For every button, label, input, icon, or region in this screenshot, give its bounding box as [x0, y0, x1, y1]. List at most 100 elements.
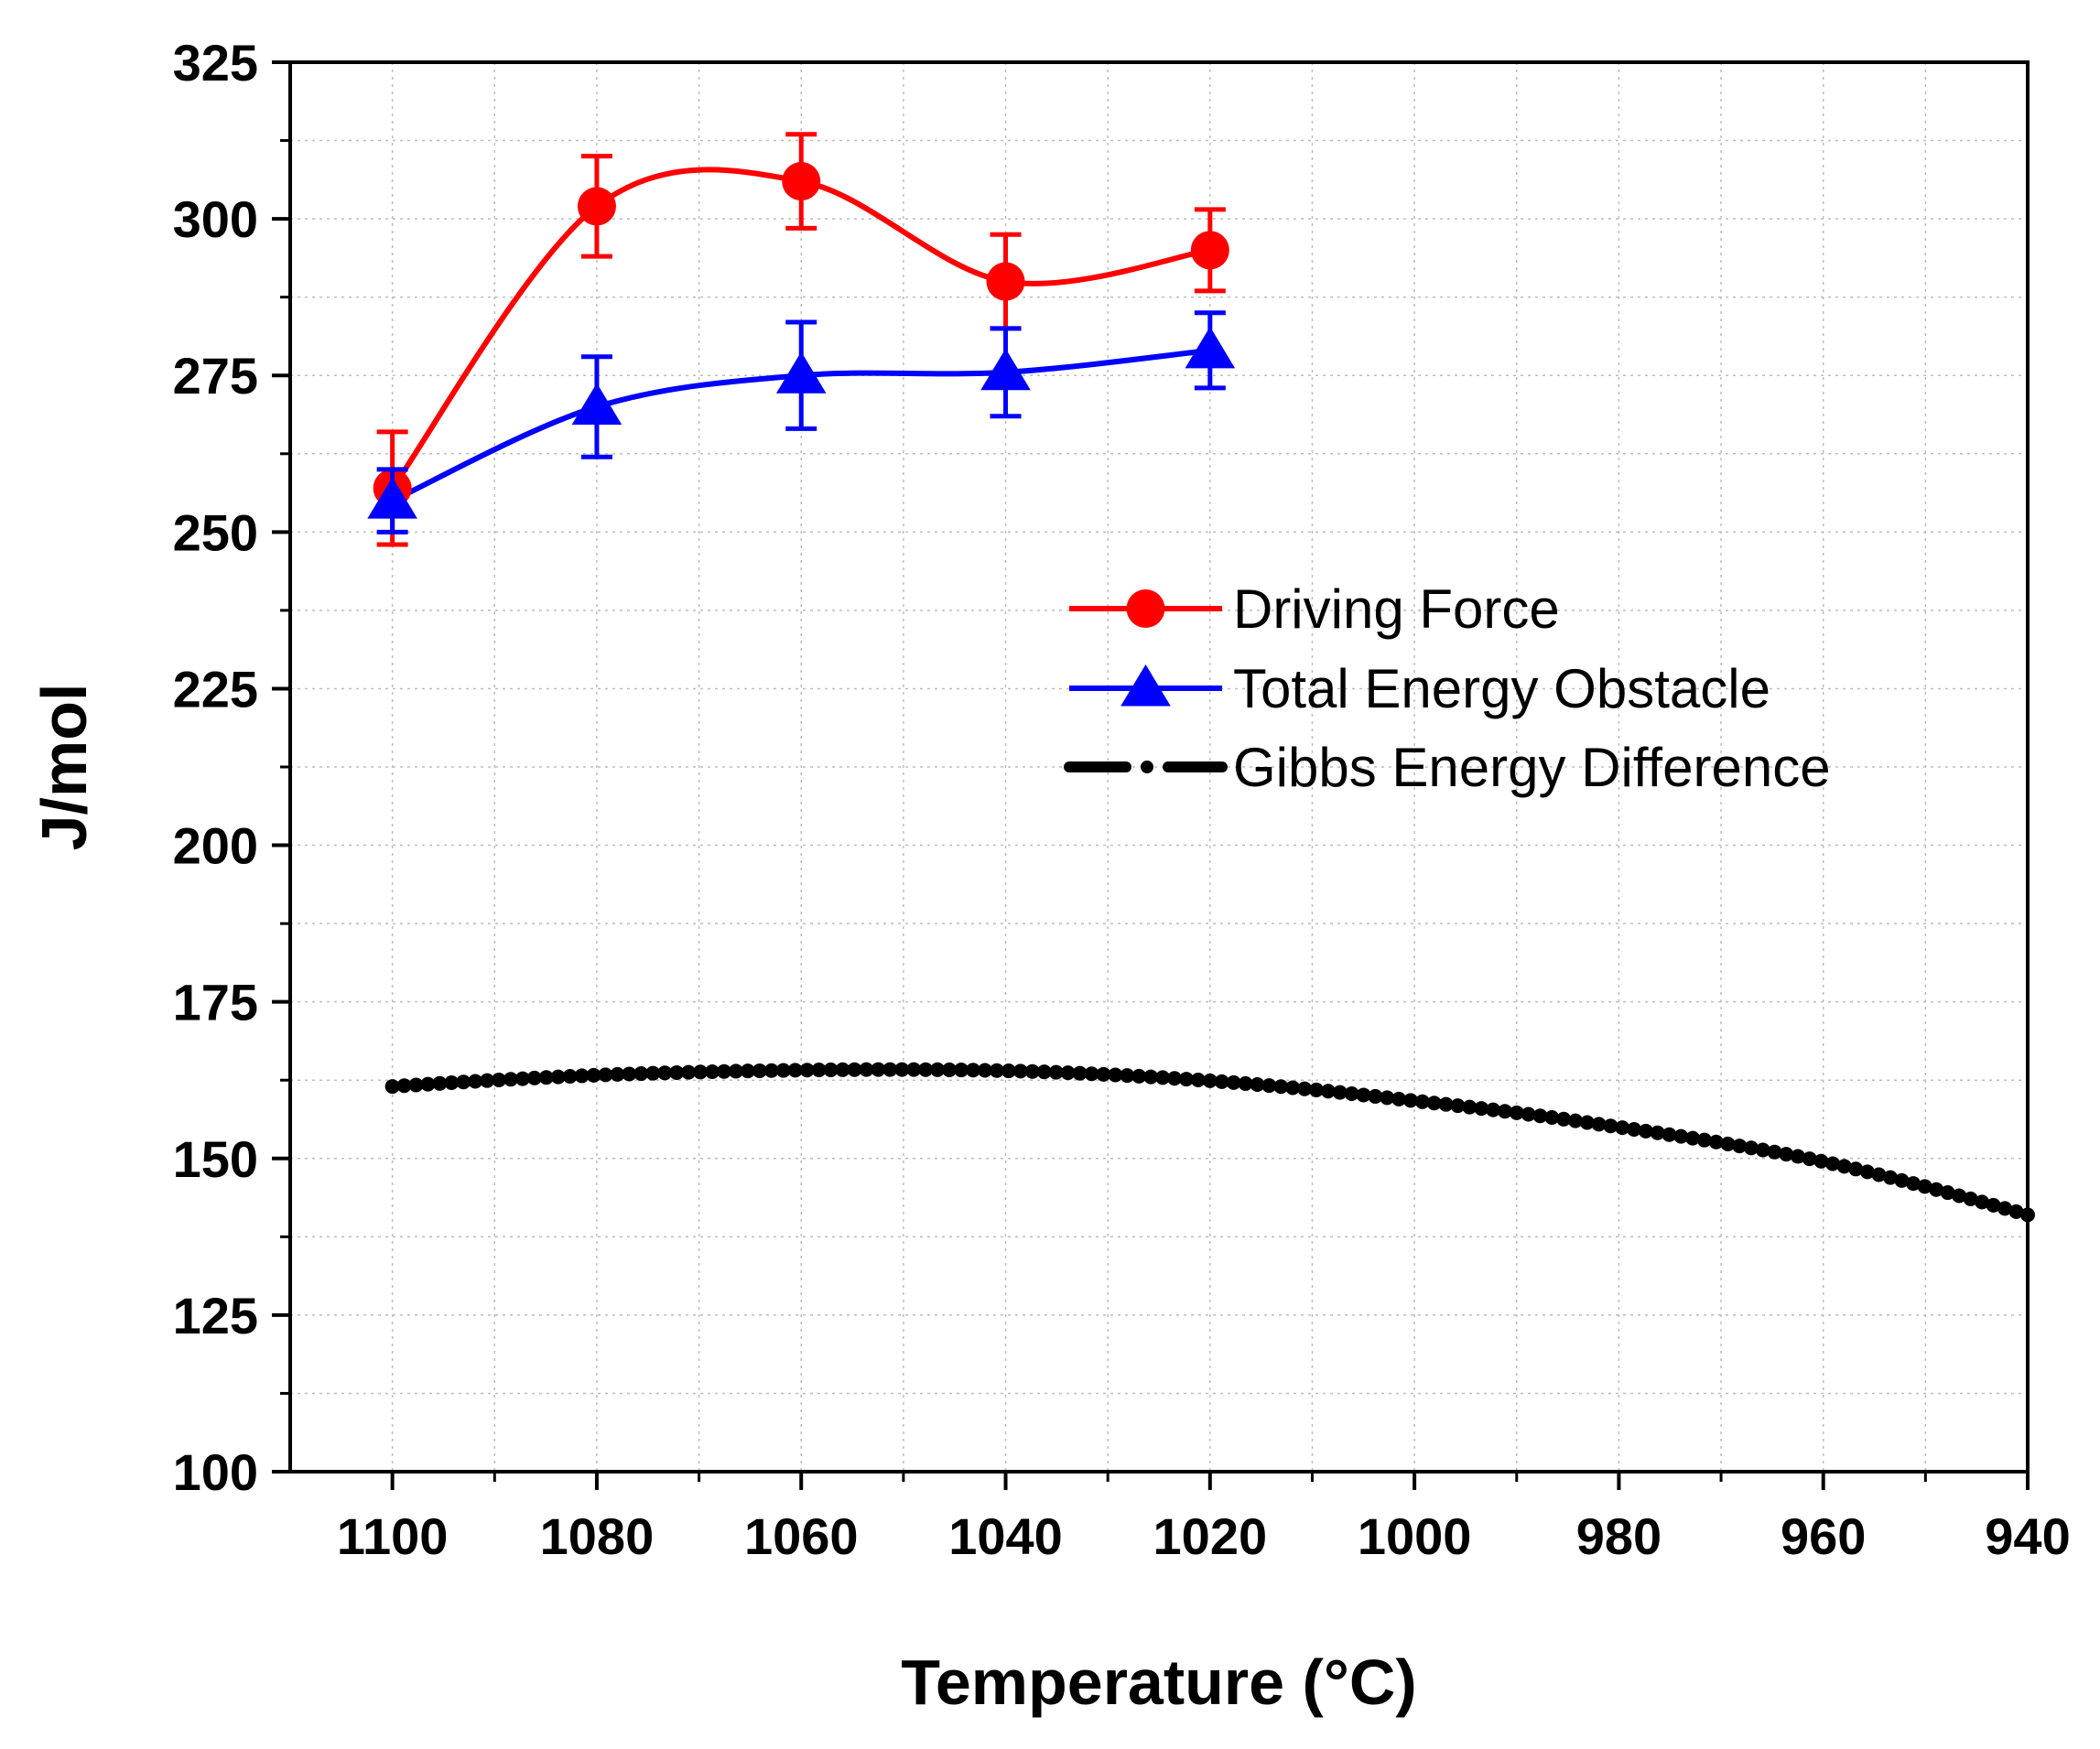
- gibbs-point: [1344, 1086, 1359, 1102]
- gibbs-point: [775, 1063, 791, 1078]
- gibbs-point: [1497, 1104, 1512, 1119]
- total-energy-obstacle-point: [1185, 326, 1236, 369]
- gibbs-point: [657, 1065, 673, 1081]
- gibbs-point: [1755, 1142, 1770, 1158]
- gibbs-point: [444, 1075, 460, 1091]
- gibbs-point: [1848, 1161, 1864, 1177]
- gibbs-point: [1368, 1088, 1383, 1104]
- gibbs-point: [705, 1063, 720, 1079]
- gibbs-point: [752, 1063, 767, 1078]
- y-tick-label: 150: [173, 1130, 258, 1188]
- y-tick-label: 275: [173, 347, 258, 405]
- gibbs-point: [1391, 1091, 1407, 1107]
- gibbs-point: [1940, 1185, 1955, 1201]
- driving-force-point: [1190, 231, 1229, 270]
- gibbs-point: [930, 1062, 946, 1077]
- x-tick-label: 1040: [948, 1507, 1063, 1565]
- gibbs-point: [1036, 1064, 1052, 1080]
- driving-force-point: [986, 262, 1025, 301]
- gibbs-point: [799, 1063, 815, 1078]
- gibbs-point: [1952, 1188, 1967, 1204]
- gibbs-point: [1521, 1107, 1536, 1122]
- gibbs-point: [562, 1069, 578, 1085]
- gibbs-point: [906, 1062, 922, 1077]
- y-tick-label: 300: [173, 190, 258, 248]
- gibbs-point: [1802, 1151, 1817, 1167]
- gibbs-point: [1929, 1182, 1944, 1197]
- x-tick-label: 1080: [540, 1507, 655, 1565]
- gibbs-point: [538, 1070, 554, 1085]
- gibbs-point: [1509, 1105, 1524, 1120]
- gibbs-point: [977, 1063, 992, 1078]
- gibbs-point: [526, 1070, 542, 1085]
- gibbs-point: [811, 1063, 827, 1078]
- gibbs-point: [823, 1062, 839, 1077]
- legend-label: Gibbs Energy Difference: [1233, 737, 1831, 798]
- gibbs-point: [1567, 1113, 1583, 1128]
- gibbs-point: [1894, 1172, 1910, 1188]
- gibbs-point: [1131, 1068, 1147, 1084]
- total-energy-obstacle-point: [367, 477, 417, 519]
- gibbs-point: [1024, 1063, 1040, 1079]
- gibbs-point: [1871, 1167, 1887, 1182]
- gibbs-point: [1238, 1075, 1253, 1091]
- gibbs-point: [1060, 1065, 1076, 1081]
- gibbs-point: [1917, 1179, 1932, 1194]
- gibbs-point: [468, 1074, 483, 1089]
- gibbs-point: [1202, 1073, 1218, 1088]
- gibbs-point: [1414, 1094, 1430, 1109]
- gibbs-point: [1963, 1191, 1978, 1206]
- total-energy-obstacle-point: [571, 383, 622, 425]
- gibbs-point: [1012, 1063, 1028, 1079]
- gibbs-point: [1332, 1085, 1348, 1100]
- gibbs-point: [492, 1072, 507, 1087]
- total-energy-obstacle-point: [980, 348, 1031, 391]
- gibbs-point: [1048, 1064, 1064, 1080]
- gibbs-point: [432, 1075, 448, 1091]
- gibbs-point: [954, 1063, 969, 1078]
- y-tick-label: 325: [173, 34, 258, 92]
- gibbs-point: [1662, 1127, 1677, 1142]
- gibbs-point: [1250, 1076, 1265, 1092]
- driving-force-point: [782, 162, 821, 201]
- gibbs-point: [456, 1074, 471, 1090]
- gibbs-point: [610, 1066, 625, 1082]
- gibbs-series: [384, 1062, 2035, 1223]
- ticks: [272, 60, 2030, 1490]
- x-tick-label: 1000: [1358, 1507, 1472, 1565]
- gibbs-point: [918, 1062, 934, 1077]
- tick-labels: 1100 1080 1060 1040 1020 1000 980 960 940 100 125 1…: [173, 34, 2071, 1565]
- gibbs-point: [396, 1078, 412, 1094]
- gibbs-point: [1167, 1071, 1183, 1086]
- gibbs-point: [787, 1063, 803, 1078]
- gibbs-point: [847, 1062, 862, 1077]
- gibbs-point: [693, 1064, 709, 1080]
- gibbs-point: [859, 1062, 874, 1077]
- gibbs-point: [1297, 1081, 1313, 1096]
- x-tick-label: 980: [1576, 1507, 1662, 1565]
- gibbs-point: [1836, 1159, 1852, 1174]
- gibbs-point: [1155, 1070, 1171, 1085]
- gibbs-point: [882, 1062, 898, 1077]
- gibbs-point: [1708, 1134, 1724, 1150]
- gibbs-point: [1285, 1080, 1301, 1096]
- x-tick-label: 940: [1985, 1507, 2070, 1565]
- gibbs-point: [1532, 1108, 1548, 1124]
- gibbs-point: [633, 1066, 649, 1082]
- gibbs-point: [1720, 1136, 1736, 1151]
- x-tick-label: 1020: [1153, 1507, 1268, 1565]
- gibbs-point: [408, 1077, 424, 1093]
- gibbs-point: [1556, 1111, 1572, 1127]
- gibbs-point: [420, 1076, 436, 1092]
- y-tick-label: 100: [173, 1443, 258, 1501]
- gibbs-point: [894, 1062, 910, 1077]
- gibbs-point: [1685, 1130, 1701, 1146]
- gibbs-point: [1438, 1096, 1454, 1112]
- gibbs-point: [835, 1062, 850, 1077]
- gibbs-point: [1462, 1099, 1478, 1115]
- gibbs-point: [1638, 1123, 1653, 1139]
- gibbs-point: [574, 1068, 590, 1084]
- gibbs-point: [1308, 1082, 1324, 1097]
- y-tick-label: 125: [173, 1287, 258, 1344]
